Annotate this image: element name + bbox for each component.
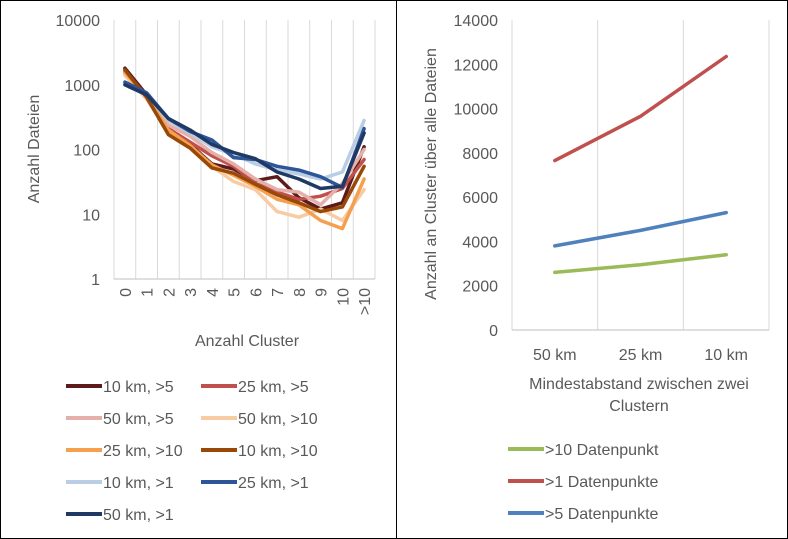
c1-x-tick-label: 1 <box>140 288 157 297</box>
c1-x-tick-label: 9 <box>314 288 331 297</box>
c2-x-axis-label-line: Mindestabstand zwischen zwei <box>529 376 749 393</box>
c2-x-axis-label-line: Clustern <box>609 398 669 415</box>
legend-label-10-km-1: 10 km, >1 <box>103 475 174 492</box>
c1-y-tick-label: 10 <box>82 207 100 224</box>
legend-label-10-datenpunkt: >10 Datenpunkt <box>545 442 659 459</box>
c1-x-tick-label: 3 <box>183 288 200 297</box>
c2-x-tick-labels: 50 km 25 km 10 km <box>533 347 748 364</box>
series-line-50-km-1 <box>123 83 366 191</box>
c2-y-tick-label: 0 <box>489 323 498 340</box>
c2-y-tick-label: 10000 <box>454 102 499 119</box>
series-line-50-km-5 <box>123 71 366 207</box>
legend-label-1-datenpunkte: >1 Datenpunkte <box>545 474 659 491</box>
c1-x-tick-label: 7 <box>270 288 287 297</box>
c1-x-tick-label: 5 <box>227 288 244 297</box>
c1-y-tick-label: 10000 <box>56 13 101 30</box>
legend-label-25-km-1: 25 km, >1 <box>238 475 309 492</box>
c2-series-lines <box>553 54 728 275</box>
c1-x-tick-label: 0 <box>118 288 135 297</box>
c1-x-tick-label: 4 <box>205 288 222 297</box>
c2-y-tick-label: 12000 <box>454 57 499 74</box>
series-line-10-datenpunkt <box>553 252 728 275</box>
legend-label-25-km-5: 25 km, >5 <box>238 379 309 396</box>
c1-x-tick-label: 2 <box>161 288 178 297</box>
series-line-1-datenpunkte <box>553 54 728 163</box>
c1-y-axis-label: Anzahl Dateien <box>26 95 43 204</box>
c2-y-tick-label: 14000 <box>454 13 499 30</box>
c1-x-axis-label: Anzahl Cluster <box>195 333 300 350</box>
c1-x-tick-label: 10 <box>335 288 352 306</box>
c2-y-tick-label: 8000 <box>462 146 498 163</box>
c1-y-tick-label: 1 <box>91 272 100 289</box>
c2-y-tick-label: 6000 <box>462 190 498 207</box>
series-line-10-km-10 <box>123 68 366 214</box>
c2-x-tick-label: 50 km <box>533 347 577 364</box>
series-line-5-datenpunkte <box>553 210 728 248</box>
c2-x-tick-label: 10 km <box>704 347 748 364</box>
c2-y-axis-label: Anzahl an Cluster über alle Dateien <box>423 48 440 300</box>
legend-label-5-datenpunkte: >5 Datenpunkte <box>545 506 659 523</box>
legend-label-10-km-10: 10 km, >10 <box>238 443 318 460</box>
legend-label-50-km-5: 50 km, >5 <box>103 411 174 428</box>
c1-y-tick-label: 100 <box>73 143 100 160</box>
legend-label-25-km-10: 25 km, >10 <box>103 443 183 460</box>
c1-x-tick-label: 8 <box>292 288 309 297</box>
c1-series-lines <box>123 66 366 231</box>
c1-x-tick-label: 6 <box>248 288 265 297</box>
c2-x-axis-label: Mindestabstand zwischen zwei Clustern <box>529 376 749 415</box>
c1-gridlines <box>113 20 376 280</box>
c1-y-tick-label: 1000 <box>64 78 100 95</box>
c1-legend: 10 km, >5 25 km, >5 50 km, >5 50 km, >10 25 … <box>66 379 318 524</box>
c2-legend: >10 Datenpunkt >1 Datenpunkte >5 Datenpunk… <box>508 442 659 523</box>
c2-x-tick-label: 25 km <box>619 347 663 364</box>
c1-x-tick-label: >10 <box>357 288 374 315</box>
c2-y-tick-label: 4000 <box>462 234 498 251</box>
c2-gridlines <box>511 20 770 331</box>
c1-y-tick-labels: 1 10 100 1000 10000 <box>56 13 101 289</box>
legend-label-50-km-1: 50 km, >1 <box>103 507 174 524</box>
series-line-25-km-10 <box>123 70 366 231</box>
chart-cluster-totals: 0 2000 4000 6000 8000 10000 12000 14000 50 km 25… <box>423 13 770 523</box>
c1-x-tick-labels: 0 1 2 3 4 5 6 7 8 9 10 >10 <box>118 288 374 315</box>
c2-y-tick-labels: 0 2000 4000 6000 8000 10000 12000 14000 <box>454 13 499 340</box>
legend-label-10-km-5: 10 km, >5 <box>103 379 174 396</box>
left-panel-border <box>0 0 397 539</box>
c2-y-tick-label: 2000 <box>462 279 498 296</box>
legend-label-50-km-10: 50 km, >10 <box>238 411 318 428</box>
